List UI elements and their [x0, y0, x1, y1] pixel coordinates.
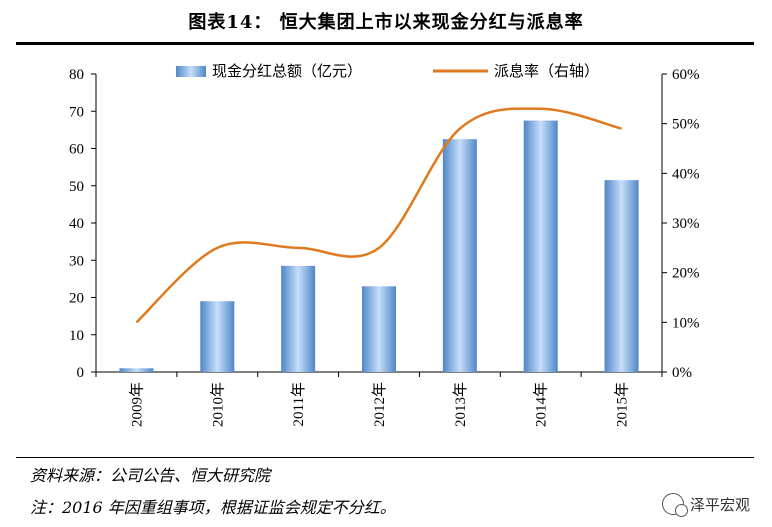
- combo-chart: 0 10 20 30 40 50 60 70 80 0% 10% 20% 30% 40% 50% 60% 200…: [69, 62, 700, 427]
- bar-2010年: [200, 301, 235, 372]
- title-rule: [16, 42, 754, 45]
- bar-2013年: [442, 139, 477, 372]
- source-text: 资料来源：公司公告、恒大研究院: [30, 466, 271, 485]
- bar-2014年: [523, 120, 558, 372]
- note-text: 注：2016 年因重组事项，根据证监会规定不分红。: [30, 498, 396, 517]
- y-left-tick-label: 30: [69, 253, 84, 269]
- y-left-tick-label: 70: [69, 104, 84, 120]
- brand-label: 泽平宏观: [689, 495, 750, 514]
- wechat-icon: [661, 493, 688, 517]
- y-left-tick-label: 40: [69, 216, 84, 232]
- y-right-tick-label: 50%: [672, 117, 700, 133]
- y-left-tick-label: 0: [77, 365, 85, 381]
- y-left-tick-label: 10: [69, 328, 84, 344]
- legend-bar-label: 现金分红总额（亿元）: [212, 62, 362, 80]
- y-left-tick-label: 50: [69, 179, 84, 195]
- y-right-tick-label: 10%: [672, 315, 700, 331]
- y-right-tick-label: 30%: [672, 216, 700, 232]
- legend: 现金分红总额（亿元） 派息率（右轴）: [176, 62, 599, 80]
- legend-bar-swatch: [176, 66, 206, 77]
- y-right-tick-label: 60%: [672, 67, 700, 83]
- bar-2012年: [362, 286, 396, 372]
- payout-line: [135, 107, 622, 324]
- y-left-tick-label: 20: [69, 291, 84, 307]
- bar-2015年: [604, 180, 639, 372]
- axes: 0 10 20 30 40 50 60 70 80 0% 10% 20% 30% 40% 50% 60% 200…: [69, 67, 700, 427]
- x-tick-label: 2010年: [209, 382, 226, 427]
- footer-rule: [16, 457, 754, 458]
- y-right-tick-label: 0%: [672, 365, 692, 381]
- legend-line-label: 派息率（右轴）: [494, 62, 599, 80]
- brand: 泽平宏观: [661, 493, 750, 517]
- y-left-tick-label: 60: [69, 142, 84, 158]
- x-tick-label: 2012年: [371, 382, 388, 427]
- chart-title: 图表14： 恒大集团上市以来现金分红与派息率: [188, 12, 584, 33]
- payout-ratio-line: [135, 107, 622, 324]
- y-right-tick-label: 40%: [672, 166, 700, 182]
- x-tick-label: 2013年: [452, 382, 469, 427]
- x-tick-label: 2011年: [290, 382, 307, 426]
- bars: [119, 120, 639, 372]
- x-tick-label: 2015年: [614, 382, 631, 427]
- y-right-tick-label: 20%: [672, 266, 700, 282]
- x-tick-label: 2014年: [533, 382, 550, 427]
- x-tick-label: 2009年: [128, 382, 145, 427]
- y-left-tick-label: 80: [69, 67, 84, 83]
- bar-2009年: [119, 368, 154, 372]
- bar-2011年: [281, 265, 316, 372]
